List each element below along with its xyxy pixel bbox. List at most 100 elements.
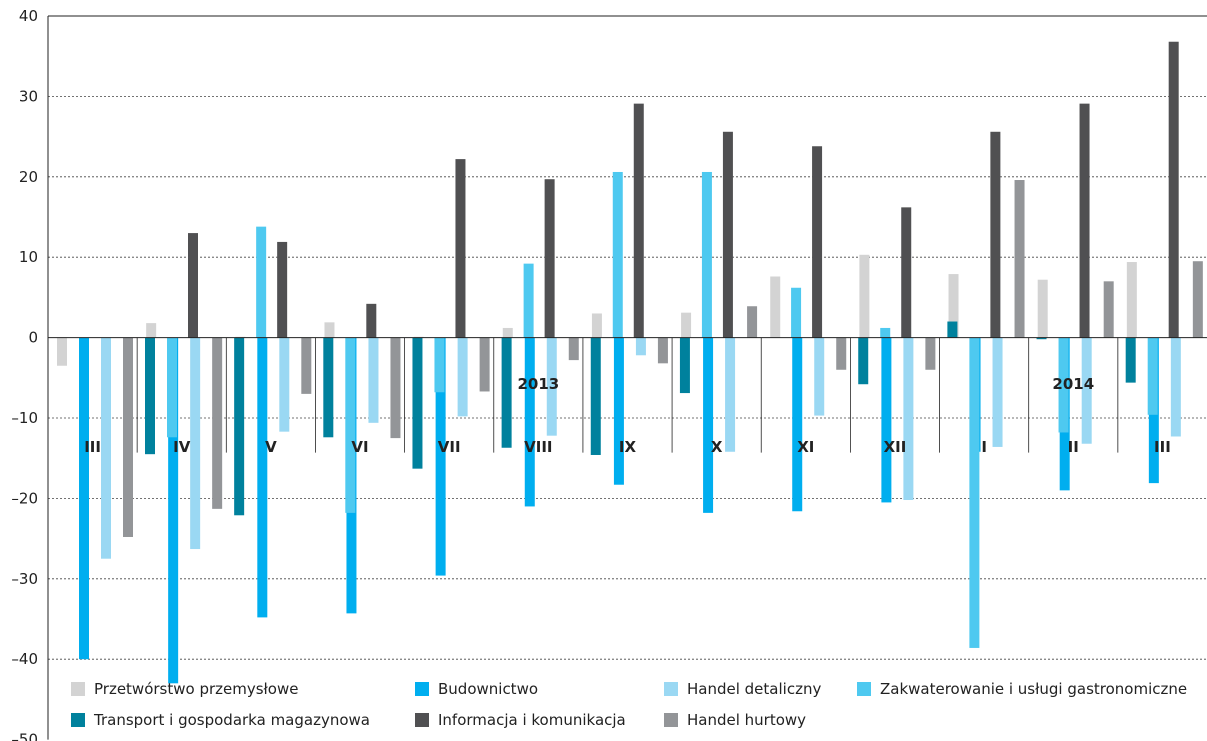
bar — [188, 233, 198, 338]
bar — [657, 337, 668, 364]
legend-swatch — [857, 682, 871, 696]
bar — [1170, 337, 1181, 437]
x-tick-label: IV — [173, 438, 191, 456]
bar — [544, 179, 555, 338]
bar — [345, 337, 356, 513]
y-tick-label: 30 — [19, 87, 38, 105]
bar — [277, 241, 288, 338]
bar — [591, 313, 602, 338]
y-tick-label: 20 — [19, 168, 38, 186]
legend-label: Przetwórstwo przemysłowe — [94, 680, 299, 698]
bar — [524, 337, 535, 507]
bar — [366, 303, 377, 338]
x-tick-label: VII — [438, 438, 461, 456]
x-tick-label: III — [1154, 438, 1171, 456]
bar — [1036, 337, 1047, 340]
bar — [79, 337, 89, 660]
legend-swatch — [415, 713, 429, 727]
bar — [501, 337, 512, 448]
x-tick-label: VIII — [524, 438, 552, 456]
bar — [791, 287, 802, 338]
x-tick-label: I — [981, 438, 987, 456]
bar — [836, 337, 847, 370]
bar — [1037, 279, 1048, 338]
bar — [257, 337, 268, 618]
legend-label: Informacja i komunikacja — [438, 711, 626, 729]
y-tick-label: –40 — [11, 650, 38, 668]
bar — [992, 337, 1003, 447]
bar — [635, 337, 646, 356]
bar — [1192, 261, 1203, 338]
bar — [145, 337, 155, 455]
bar — [770, 276, 781, 338]
y-tick-label: 10 — [19, 248, 38, 266]
y-tick-label: 40 — [19, 7, 38, 25]
legend-swatch — [664, 713, 678, 727]
bar — [1125, 337, 1136, 383]
bar — [212, 337, 223, 509]
bar — [612, 171, 623, 338]
bar — [903, 337, 914, 501]
bar — [190, 337, 201, 550]
bar — [1014, 180, 1025, 338]
x-tick-label: XII — [884, 438, 907, 456]
bar — [168, 337, 179, 684]
bar — [633, 103, 644, 338]
legend-label: Zakwaterowanie i usługi gastronomiczne — [880, 680, 1187, 698]
bar — [390, 337, 401, 439]
bar — [859, 254, 870, 338]
bar — [990, 131, 1001, 338]
bar — [167, 337, 177, 438]
bar — [880, 327, 891, 338]
y-tick-label: –30 — [11, 570, 38, 588]
bar — [812, 146, 823, 338]
year-label: 2014 — [1052, 375, 1094, 393]
x-tick-label: IX — [619, 438, 637, 456]
x-tick-label: X — [711, 438, 723, 456]
bar — [947, 321, 958, 338]
bar — [681, 312, 692, 338]
bar — [324, 322, 335, 338]
bar — [590, 337, 601, 455]
bar — [1126, 262, 1137, 338]
bar — [613, 337, 624, 485]
legend: Przetwórstwo przemysłowe Budownictwo Hande… — [71, 680, 1187, 729]
bar — [457, 337, 468, 417]
bar — [969, 337, 980, 648]
x-tick-label: II — [1068, 438, 1079, 456]
bar — [101, 337, 111, 559]
bar — [701, 171, 712, 338]
bar — [1168, 41, 1179, 338]
bar — [434, 337, 445, 393]
bar — [1103, 281, 1114, 338]
y-tick-label: 0 — [28, 329, 38, 347]
x-tick-label: VI — [351, 438, 368, 456]
bar — [435, 337, 446, 576]
bar — [679, 337, 690, 394]
bar — [1081, 337, 1092, 444]
legend-label: Budownictwo — [438, 680, 538, 698]
bar — [1058, 337, 1069, 433]
axes — [47, 15, 1207, 740]
bar — [455, 159, 466, 338]
y-tick-label: –20 — [11, 489, 38, 507]
bar — [881, 337, 892, 503]
y-tick-label: –10 — [11, 409, 38, 427]
bar — [368, 337, 379, 423]
bar — [412, 337, 423, 469]
bar — [925, 337, 936, 370]
legend-label: Handel detaliczny — [687, 680, 821, 698]
bar — [57, 337, 67, 366]
bar — [792, 337, 803, 512]
bar — [858, 337, 869, 385]
legend-swatch — [664, 682, 678, 696]
bar — [502, 327, 513, 338]
bar — [901, 207, 912, 338]
bar — [523, 263, 534, 338]
legend-label: Handel hurtowy — [687, 711, 806, 729]
x-tick-label: III — [84, 438, 101, 456]
bar — [279, 337, 290, 432]
legend-swatch — [71, 682, 85, 696]
